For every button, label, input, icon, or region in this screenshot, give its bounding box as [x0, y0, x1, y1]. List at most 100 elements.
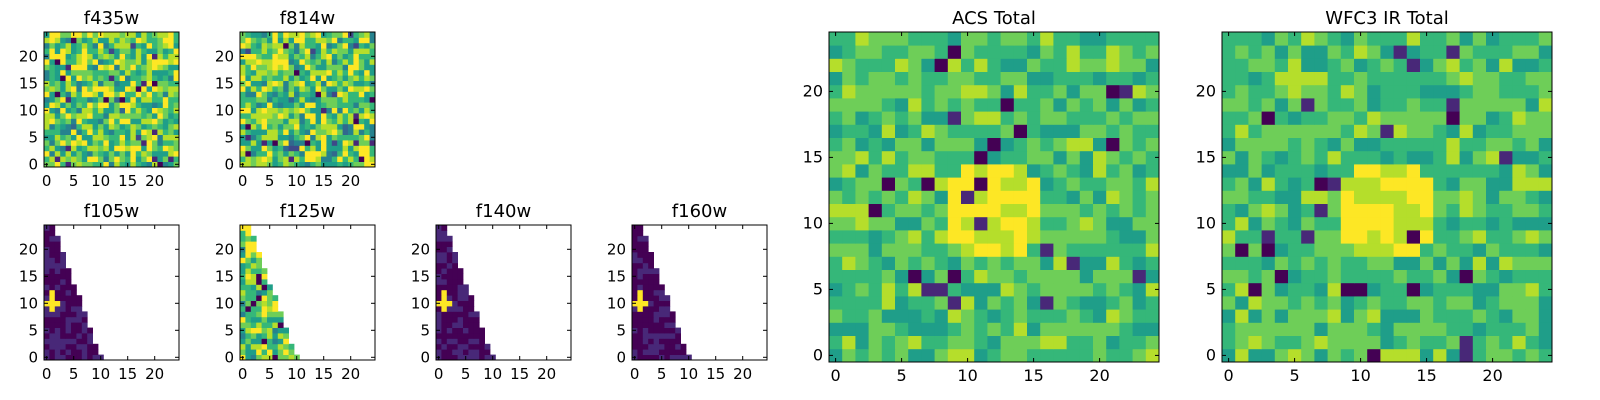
heatmap-cell — [1512, 124, 1526, 138]
heatmap-cell — [1446, 177, 1460, 191]
heatmap-cell — [294, 150, 300, 157]
heatmap-cell — [441, 316, 448, 323]
heatmap-cell — [1013, 269, 1028, 284]
heatmap-cell — [49, 268, 56, 274]
heatmap-cell — [1053, 348, 1067, 363]
heatmap-cell — [1145, 203, 1160, 218]
heatmap-cell — [1525, 190, 1540, 204]
heatmap-cell — [637, 316, 644, 323]
heatmap-cell — [369, 91, 376, 98]
heatmap-cell — [1420, 71, 1434, 86]
heatmap-cell — [256, 59, 262, 65]
heatmap-cell — [135, 129, 142, 135]
heatmap-cell — [353, 150, 360, 157]
heatmap-cell — [125, 80, 131, 87]
heatmap-cell — [135, 91, 142, 98]
heatmap-cell — [653, 289, 660, 296]
heatmap-cell — [240, 150, 246, 157]
heatmap-cell — [457, 284, 464, 291]
heatmap-cell — [934, 190, 949, 204]
heatmap-cell — [272, 64, 279, 71]
heatmap-cell — [1538, 58, 1553, 72]
heatmap-cell — [1013, 124, 1028, 138]
heatmap-cell — [49, 53, 56, 60]
y-tick-label: 10 — [19, 294, 38, 312]
heatmap-cell — [65, 59, 72, 65]
heatmap-cell — [256, 118, 262, 125]
heatmap-cell — [1119, 124, 1133, 138]
heatmap-cell — [245, 32, 252, 38]
heatmap-cell — [881, 58, 896, 72]
heatmap-cell — [1512, 269, 1526, 284]
heatmap-cell — [669, 338, 676, 345]
heatmap-cell — [162, 32, 169, 38]
x-tick-label: 20 — [341, 172, 360, 190]
heatmap-cell — [664, 300, 671, 307]
heatmap-cell — [146, 75, 153, 81]
heatmap-cell — [1040, 177, 1054, 191]
heatmap-cell — [92, 59, 99, 65]
heatmap-cell — [1093, 32, 1107, 46]
heatmap-cell — [664, 322, 671, 328]
heatmap-cell — [71, 48, 77, 54]
heatmap-cell — [1222, 256, 1236, 270]
heatmap-cell — [1079, 230, 1094, 244]
heatmap-cell — [119, 156, 126, 162]
heatmap-cell — [1459, 84, 1474, 99]
heatmap-cell — [310, 64, 316, 71]
heatmap-cell — [1420, 256, 1434, 270]
heatmap-cell — [342, 32, 349, 38]
heatmap-cell — [44, 306, 50, 312]
heatmap-cell — [452, 252, 458, 258]
heatmap-cell — [353, 53, 360, 60]
heatmap-cell — [1525, 164, 1540, 178]
heatmap-cell — [1433, 45, 1447, 59]
heatmap-cell — [1512, 203, 1526, 218]
heatmap-cell — [1145, 32, 1160, 46]
heatmap-cell — [304, 150, 311, 157]
heatmap-cell — [299, 102, 306, 108]
heatmap-cell — [130, 91, 137, 98]
heatmap-cell — [961, 296, 975, 310]
heatmap-cell — [71, 91, 77, 98]
heatmap-cell — [1027, 269, 1041, 284]
heatmap-cell — [1354, 243, 1368, 257]
heatmap-cell — [60, 145, 66, 152]
heatmap-cell — [987, 335, 1001, 350]
heatmap-cell — [1446, 309, 1460, 323]
heatmap-cell — [76, 140, 83, 146]
heatmap-cell — [452, 284, 458, 291]
heatmap-cell — [473, 311, 480, 318]
heatmap-cell — [288, 354, 295, 361]
heatmap-cell — [87, 64, 93, 71]
heatmap-cell — [1486, 230, 1500, 244]
heatmap-cell — [81, 53, 88, 60]
heatmap-cell — [855, 58, 869, 72]
heatmap-cell — [1235, 230, 1249, 244]
heatmap-cell — [1327, 137, 1342, 152]
heatmap-cell — [1261, 84, 1276, 99]
heatmap-cell — [358, 102, 365, 108]
heatmap-cell — [267, 80, 273, 87]
heatmap-cell — [855, 269, 869, 284]
heatmap-cell — [256, 343, 262, 350]
heatmap-cell — [1132, 296, 1147, 310]
heatmap-cell — [1119, 164, 1133, 178]
heatmap-cell — [1420, 322, 1434, 336]
heatmap-cell — [1027, 322, 1041, 336]
heatmap-cell — [1380, 71, 1394, 86]
heatmap-cell — [130, 118, 137, 125]
heatmap-cell — [1301, 45, 1315, 59]
heatmap-cell — [267, 295, 273, 301]
heatmap-cell — [98, 64, 104, 71]
heatmap-cell — [446, 327, 453, 334]
heatmap-cell — [60, 322, 66, 328]
heatmap-cell — [1288, 98, 1302, 112]
heatmap-cell — [54, 37, 61, 44]
heatmap-cell — [44, 69, 50, 76]
heatmap-cell — [92, 37, 99, 44]
heatmap-cell — [446, 279, 453, 285]
heatmap-cell — [261, 349, 268, 355]
heatmap-cell — [987, 309, 1001, 323]
